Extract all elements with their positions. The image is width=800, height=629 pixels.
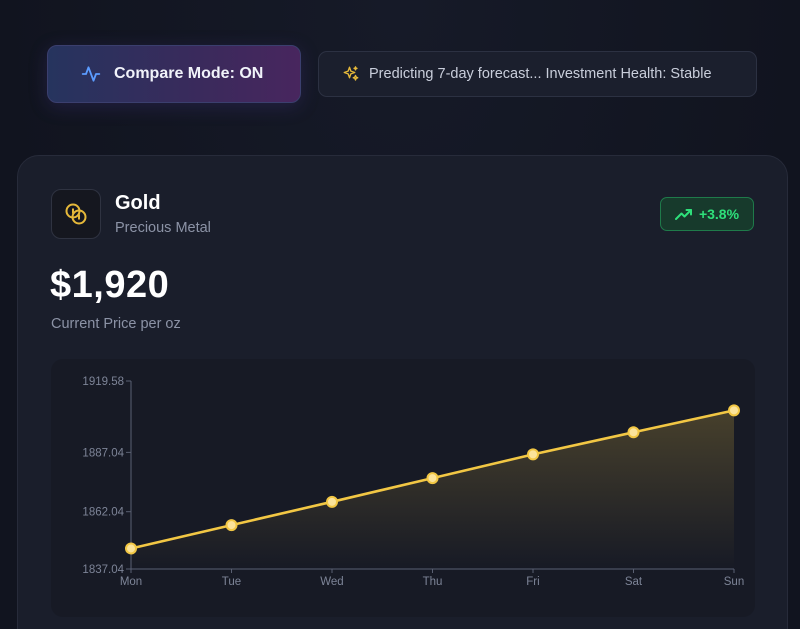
data-point[interactable] xyxy=(627,426,640,439)
x-tick-label: Mon xyxy=(120,576,142,588)
price-caption: Current Price per oz xyxy=(51,316,181,332)
activity-icon xyxy=(81,64,101,84)
data-point[interactable] xyxy=(326,495,338,508)
x-tick-label: Sun xyxy=(724,576,744,588)
y-tick-label: 1919.58 xyxy=(82,376,124,388)
compare-mode-button[interactable]: Compare Mode: ON xyxy=(47,45,301,103)
trending-up-icon xyxy=(674,207,693,221)
y-tick-label: 1837.04 xyxy=(82,564,124,576)
price-chart-svg: 1837.04 1862.04 1887.04 1919.58 Mon Tue Wed Thu… xyxy=(82,376,744,588)
top-toolbar: Compare Mode: ON Predicting 7-day foreca… xyxy=(47,45,760,103)
data-point[interactable] xyxy=(728,404,740,417)
sparkles-icon xyxy=(342,65,360,83)
price-chart: 1837.04 1862.04 1887.04 1919.58 Mon Tue Wed Thu… xyxy=(51,359,755,617)
forecast-status-text: Predicting 7-day forecast... Investment … xyxy=(369,66,712,82)
series-area xyxy=(131,410,734,569)
x-tick-label: Thu xyxy=(423,576,443,588)
asset-name: Gold xyxy=(115,192,161,214)
current-price: $1,920 xyxy=(50,264,170,306)
x-tick-label: Fri xyxy=(526,576,539,588)
data-point[interactable] xyxy=(527,448,539,461)
x-tick-label: Tue xyxy=(222,576,241,588)
price-change-value: +3.8% xyxy=(698,206,740,222)
x-tick-label: Wed xyxy=(320,576,343,588)
data-point[interactable] xyxy=(225,519,238,532)
asset-type: Precious Metal xyxy=(115,220,211,236)
coins-icon xyxy=(51,189,101,239)
price-change-badge: +3.8% xyxy=(660,197,754,231)
data-point[interactable] xyxy=(426,472,439,485)
y-tick-label: 1862.04 xyxy=(82,507,124,519)
x-tick-label: Sat xyxy=(625,576,643,588)
data-point[interactable] xyxy=(125,542,137,555)
asset-card: Gold Precious Metal +3.8% $1,920 Current… xyxy=(17,155,788,629)
compare-mode-label: Compare Mode: ON xyxy=(114,65,264,82)
forecast-status-pill: Predicting 7-day forecast... Investment … xyxy=(318,51,757,97)
y-tick-label: 1887.04 xyxy=(82,447,124,459)
